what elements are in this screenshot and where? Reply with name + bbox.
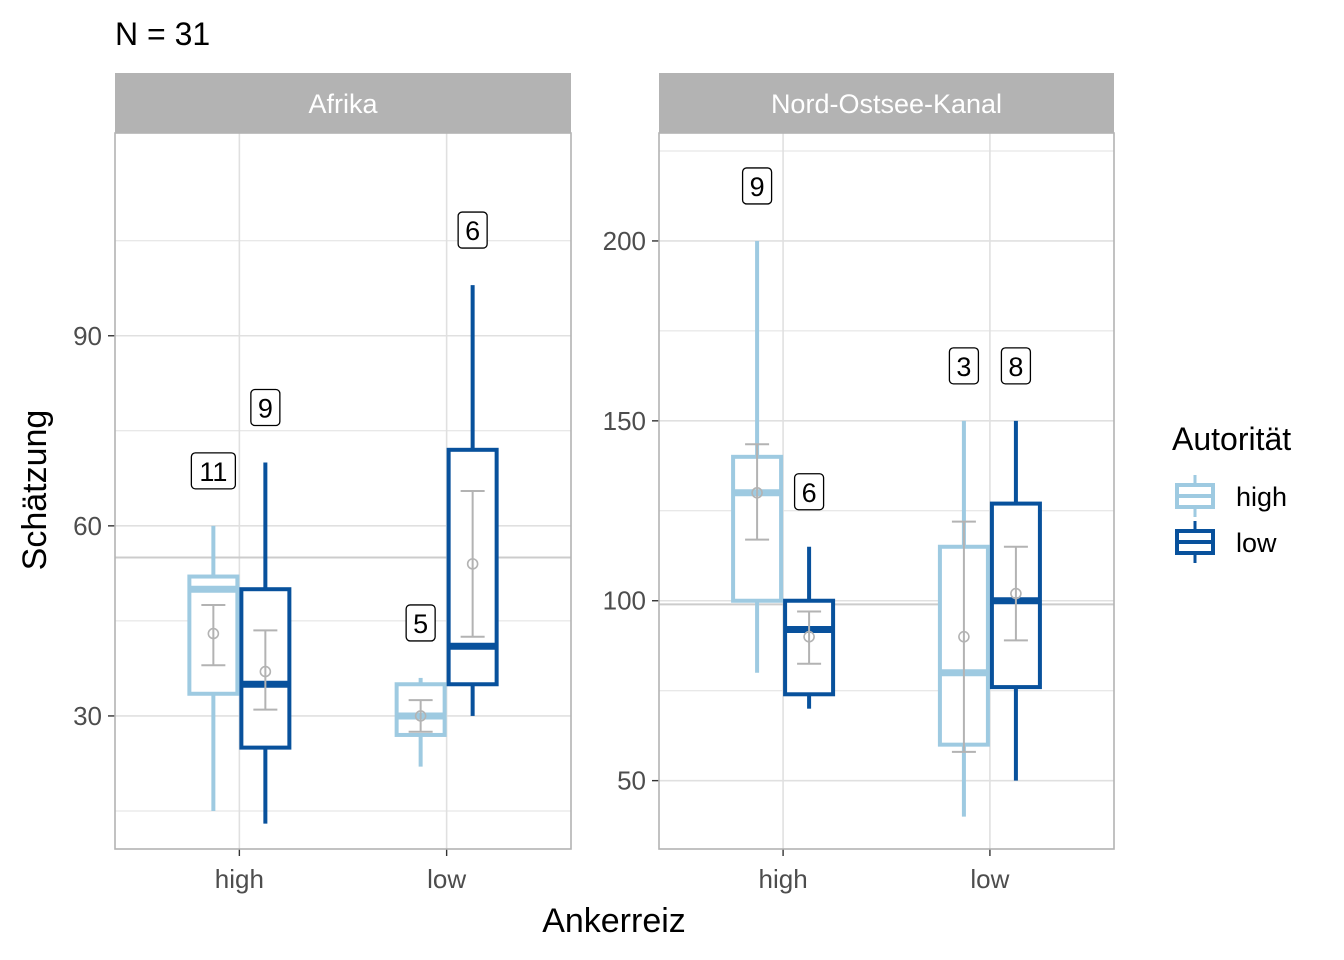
legend-item-low: low xyxy=(1175,521,1277,563)
x-tick-label: high xyxy=(759,864,808,894)
facet-panel: Afrika 30 60 90 high low 11 5 9 6 xyxy=(73,73,572,894)
mean-point xyxy=(414,710,427,722)
panel-border xyxy=(658,132,1115,850)
y-axis-label: Schätzung xyxy=(16,410,54,571)
y-tick-label: 90 xyxy=(73,321,102,351)
y-tick-label: 50 xyxy=(617,766,646,796)
n-label-box xyxy=(190,452,237,490)
y-tick-label: 100 xyxy=(603,586,646,616)
n-label-box xyxy=(250,388,281,427)
n-label: 5 xyxy=(413,609,428,639)
legend-title: Autorität xyxy=(1172,421,1291,457)
n-label: 11 xyxy=(199,457,227,487)
box-high-high: 9 xyxy=(731,167,784,673)
facet-panel: Nord-Ostsee-Kanal 50 100 150 200 high low 9 3 6 8 xyxy=(603,73,1115,894)
box-high-low: 5 xyxy=(394,604,447,767)
n-label: 6 xyxy=(465,216,480,246)
y-tick-label: 200 xyxy=(603,226,646,256)
n-label-box xyxy=(948,347,980,385)
box-low-low: 8 xyxy=(989,347,1042,781)
box-low-high: 9 xyxy=(239,388,292,824)
legend-label: high xyxy=(1236,482,1287,512)
box-low-low: 6 xyxy=(446,211,499,716)
n-label: 6 xyxy=(802,478,817,508)
n-label: 9 xyxy=(258,393,273,423)
facet-strip-label: Nord-Ostsee-Kanal xyxy=(771,89,1002,119)
mean-point xyxy=(259,665,272,678)
mean-point xyxy=(803,630,815,643)
mean-point xyxy=(466,558,479,570)
mean-point xyxy=(1010,587,1022,600)
facet-strip-label: Afrika xyxy=(308,89,378,119)
n-label-box xyxy=(741,167,773,205)
n-label: 9 xyxy=(750,172,765,202)
legend-item-high: high xyxy=(1175,475,1287,517)
n-label-box xyxy=(457,211,488,249)
mean-point xyxy=(751,486,763,499)
y-tick-label: 60 xyxy=(73,511,102,541)
chart-title: N = 31 xyxy=(115,16,210,52)
n-label: 8 xyxy=(1008,352,1023,382)
x-tick-label: low xyxy=(427,864,466,894)
n-label-box xyxy=(1000,347,1032,385)
legend: Autorität high low xyxy=(1172,421,1291,563)
panel-border xyxy=(114,132,572,850)
n-label: 3 xyxy=(956,352,971,382)
n-label-box xyxy=(405,604,436,642)
x-tick-label: high xyxy=(215,864,264,894)
legend-label: low xyxy=(1236,528,1277,558)
n-label-box xyxy=(793,473,825,511)
mean-point xyxy=(207,627,220,640)
box-high-high: 11 xyxy=(187,452,240,811)
facet-strip xyxy=(659,73,1114,133)
mean-point xyxy=(958,630,970,643)
box-high-low: 3 xyxy=(937,347,990,817)
box-body xyxy=(239,587,292,750)
y-tick-label: 30 xyxy=(73,701,102,731)
y-tick-label: 150 xyxy=(603,406,646,436)
box-low-high: 6 xyxy=(783,473,836,709)
x-axis-label: Ankerreiz xyxy=(542,902,686,940)
facet-strip xyxy=(115,73,571,133)
x-tick-label: low xyxy=(970,864,1009,894)
